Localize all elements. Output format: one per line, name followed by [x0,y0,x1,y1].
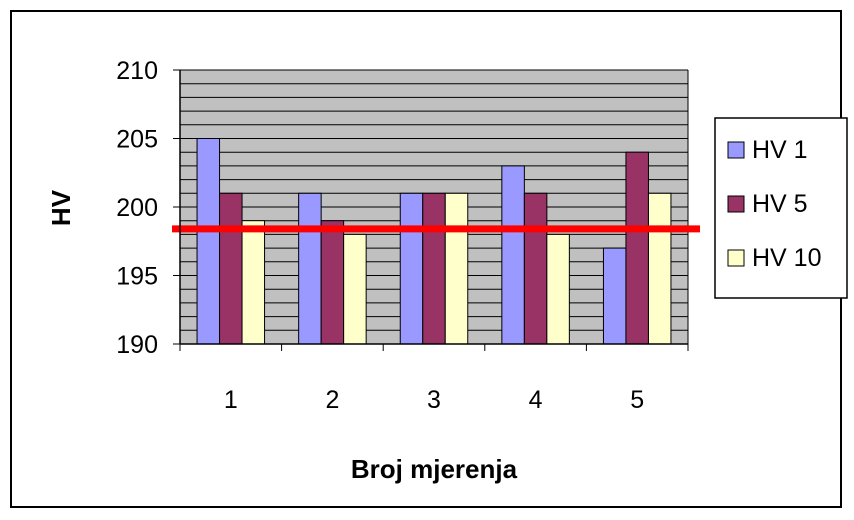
legend-swatch [727,249,745,267]
bar-hv5-2 [320,220,345,345]
bar-hv10-1 [241,220,266,345]
legend-swatch [727,195,745,213]
y-tick-label: 200 [116,194,158,222]
bar-hv5-1 [219,192,243,345]
x-tick-label: 2 [325,386,339,414]
bar-hv1-3 [399,192,424,345]
x-tick-label: 3 [427,386,441,414]
legend-label: HV 10 [752,244,821,272]
bar-hv5-4 [523,192,548,345]
bar-hv1-2 [298,192,322,345]
bar-hv1-5 [602,247,627,345]
legend-label: HV 1 [752,136,808,164]
bar-hv10-2 [343,233,367,345]
y-tick-label: 210 [116,57,158,85]
legend: HV 1 HV 5 HV 10 [714,117,848,299]
x-tick-label: 5 [630,386,644,414]
y-axis-title: HV [46,189,76,226]
y-tick-label: 205 [116,126,158,154]
bar-hv10-5 [647,192,672,345]
x-tick-label: 4 [529,386,543,414]
bar-hv10-3 [444,192,469,345]
legend-label: HV 5 [752,190,808,218]
y-tick-label: 190 [116,331,158,359]
bar-hv5-3 [422,192,446,345]
y-tick-label: 195 [116,263,158,291]
bar-hv1-1 [196,138,221,345]
x-tick-label: 1 [224,386,238,414]
legend-swatch [727,141,745,159]
bar-hv10-4 [546,233,570,345]
bar-hv1-4 [501,165,525,345]
bar-hv5-5 [625,151,649,345]
x-axis-title: Broj mjerenja [351,454,518,484]
